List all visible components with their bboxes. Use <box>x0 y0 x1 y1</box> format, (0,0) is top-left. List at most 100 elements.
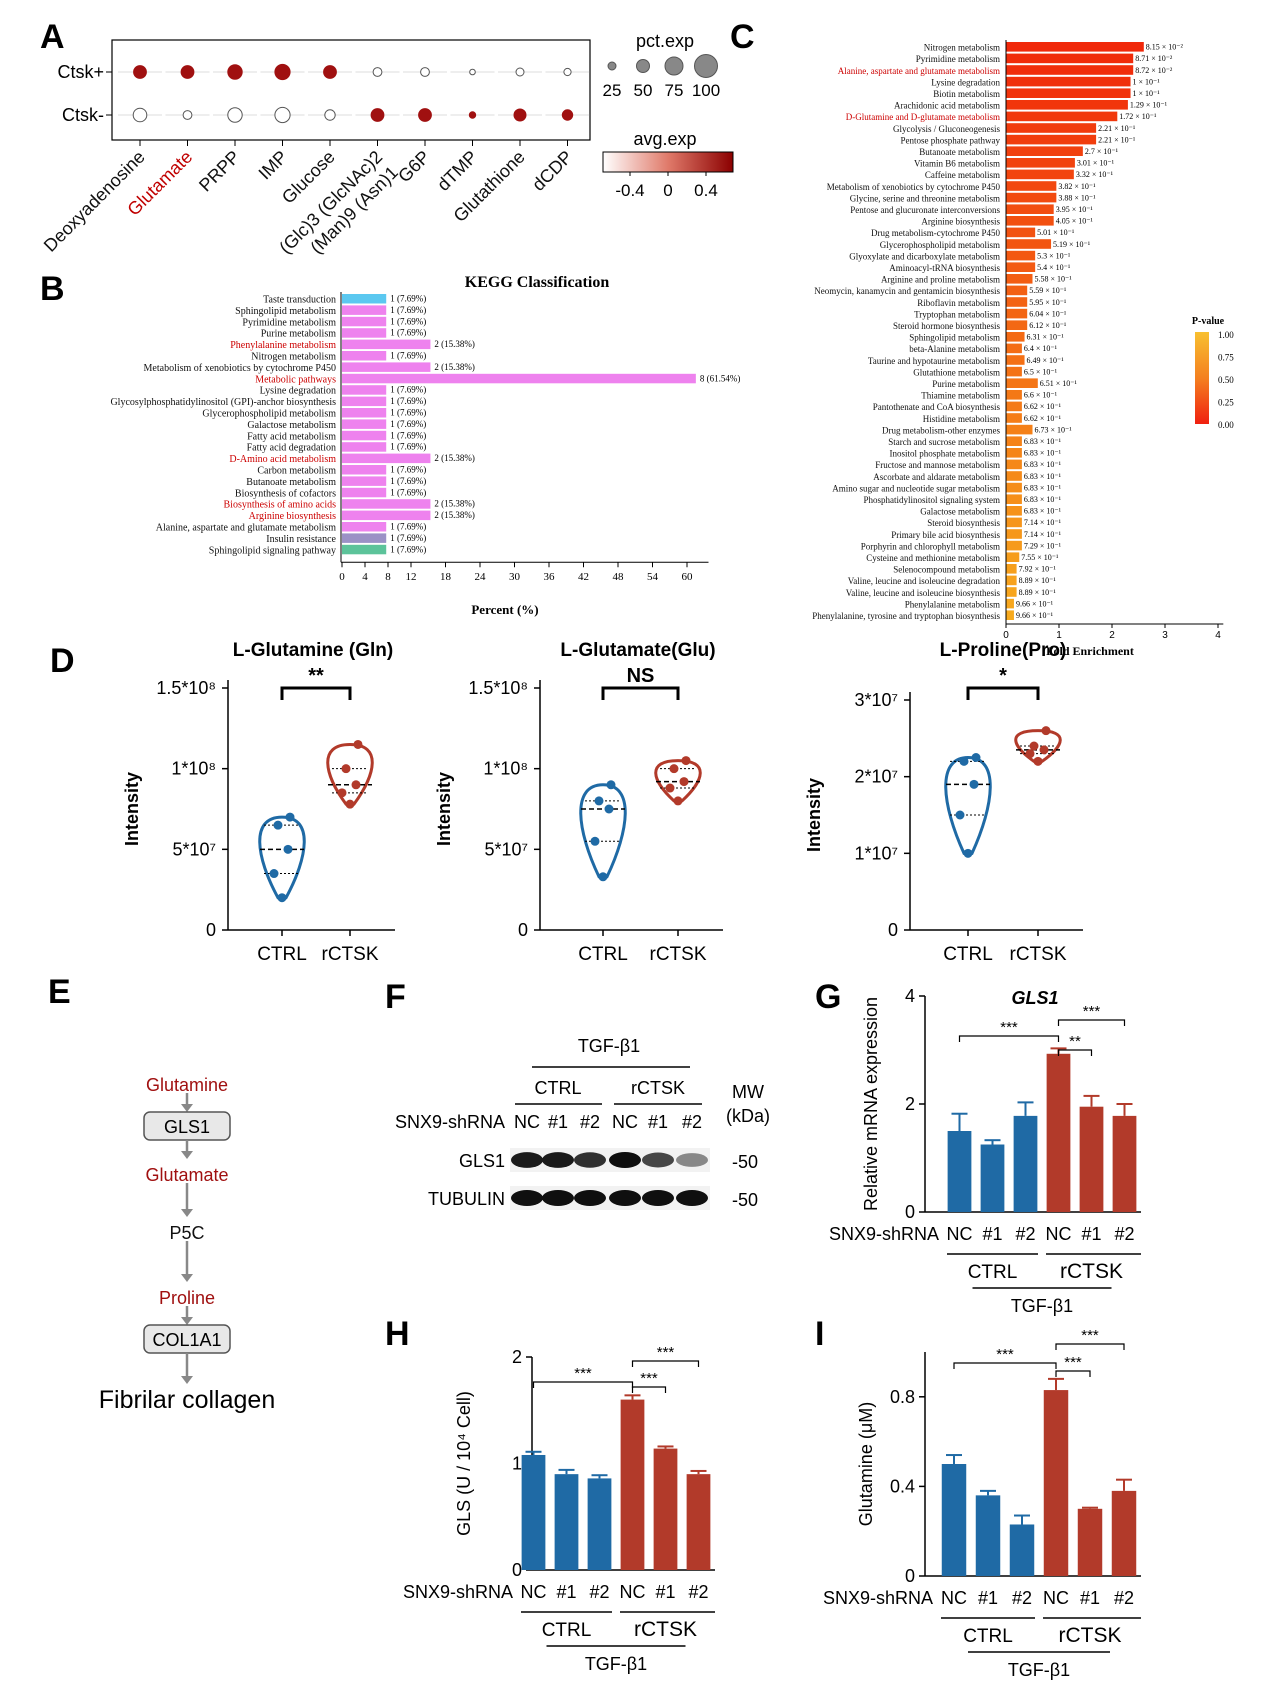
kegg-x-tick-label: 24 <box>475 571 487 583</box>
kegg-bar-label: Alanine, aspartate and glutamate metabol… <box>156 523 336 534</box>
violin-y-tick-label: 3*10⁷ <box>854 690 898 710</box>
kegg-bar-value: 2 (15.38%) <box>434 499 475 509</box>
kegg-bar-label: Pyrimidine metabolism <box>242 317 336 328</box>
dot <box>323 65 337 79</box>
dot <box>133 65 147 79</box>
panel-label-a: A <box>40 18 65 56</box>
pvalue-color-bar <box>1195 332 1209 424</box>
violin-point <box>351 780 361 790</box>
enrichment-pvalue: 6.49 × 10⁻¹ <box>1027 356 1065 365</box>
enrichment-bar <box>1006 366 1022 377</box>
significance-label: ** <box>308 665 324 687</box>
violin-point <box>273 820 283 830</box>
blot-band <box>574 1152 606 1168</box>
legend-color-title: avg.exp <box>633 129 696 149</box>
enrichment-x-tick-label: 4 <box>1215 630 1221 641</box>
kegg-bar-value: 1 (7.69%) <box>390 408 426 418</box>
significance-bracket <box>958 1035 1060 1042</box>
kegg-bar-label: D-Amino acid metabolism <box>229 454 336 465</box>
bar-group-label: rCTSK <box>1060 1260 1123 1283</box>
kegg-bar-value: 1 (7.69%) <box>390 430 426 440</box>
significance-label: *** <box>640 1370 658 1387</box>
bar-group-label: CTRL <box>963 1626 1013 1647</box>
enrichment-pvalue: 5.58 × 10⁻¹ <box>1035 275 1073 284</box>
pvalue-legend-tick: 1.00 <box>1218 330 1234 340</box>
violin-ylabel: Intensity <box>434 772 454 846</box>
size-legend-dot <box>636 59 650 73</box>
enrichment-pvalue: 7.29 × 10⁻¹ <box>1024 541 1062 550</box>
bar-lane-label: #1 <box>655 1582 675 1602</box>
enrichment-bar-label: Aminoacyl-tRNA biosynthesis <box>889 263 1000 273</box>
enrichment-pvalue: 6.83 × 10⁻¹ <box>1024 437 1062 446</box>
legend-size-title: pct.exp <box>636 31 694 51</box>
violin-point <box>337 788 347 798</box>
kegg-bar-value: 1 (7.69%) <box>390 533 426 543</box>
enrichment-bar <box>1006 76 1131 87</box>
significance-bracket <box>1055 1343 1125 1350</box>
col-label-line: IMP <box>255 147 292 184</box>
significance-label: *** <box>1064 1354 1082 1371</box>
bar <box>941 1464 967 1576</box>
violin-x-label: CTRL <box>257 944 307 965</box>
enrichment-bar <box>1006 610 1014 620</box>
violin-point <box>959 756 969 766</box>
violin-point <box>606 780 616 790</box>
enrichment-pvalue: 8.72 × 10⁻² <box>1135 66 1173 75</box>
bar-y-tick-label: 0 <box>905 1566 915 1586</box>
enrichment-bar-label: Drug metabolism-cytochrome P450 <box>871 228 1000 238</box>
blot-shrna-label: SNX9-shRNA <box>395 1112 505 1132</box>
enrichment-bar-label: Glyoxylate and dicarboxylate metabolism <box>849 251 1000 261</box>
blot-lane-label: NC <box>612 1112 638 1132</box>
enrichment-pvalue: 6.83 × 10⁻¹ <box>1024 495 1062 504</box>
violin-body <box>326 742 374 806</box>
enrichment-bar <box>1006 575 1017 586</box>
enrichment-bar <box>1006 332 1025 342</box>
significance-label: *** <box>657 1344 675 1361</box>
bar <box>587 1478 612 1570</box>
enrichment-pvalue: 6.5 × 10⁻¹ <box>1024 367 1058 376</box>
enrichment-bar-label: Sphingolipid metabolism <box>909 333 1000 343</box>
pvalue-legend-tick: 0.50 <box>1218 375 1234 385</box>
kegg-bar-label: Metabolic pathways <box>255 374 336 385</box>
enzyme-label: GLS1 <box>164 1117 210 1137</box>
kegg-bar <box>342 385 387 395</box>
bar-lane-label: NC <box>521 1582 547 1602</box>
panel-label-b: B <box>40 270 65 308</box>
enrichment-bar-label: Glutathione metabolism <box>913 367 1000 377</box>
kegg-x-tick-label: 4 <box>362 571 368 583</box>
pvalue-legend-title: P-value <box>1192 316 1225 327</box>
violin-point <box>283 844 293 854</box>
bar <box>1079 1106 1104 1212</box>
kegg-bar-value: 1 (7.69%) <box>390 328 426 338</box>
enrichment-bar <box>1006 308 1028 319</box>
enrichment-pvalue: 6.62 × 10⁻¹ <box>1024 402 1062 411</box>
bar-ylabel: Relative mRNA expression <box>861 997 881 1211</box>
enrichment-pvalue: 5.01 × 10⁻¹ <box>1037 228 1075 237</box>
violin-x-label: CTRL <box>943 944 993 965</box>
enrichment-pvalue: 6.83 × 10⁻¹ <box>1024 460 1062 469</box>
blot-lane-label: #1 <box>648 1112 668 1132</box>
violin-title: L-Proline(Pro) <box>940 640 1067 661</box>
enrichment-bar <box>1006 53 1134 64</box>
col-label: (Glc)3 (GlcNAc)2(Man)9 (Asn)1 <box>275 147 402 274</box>
bar-y-tick-label: 2 <box>512 1347 522 1367</box>
kegg-x-tick-label: 60 <box>682 571 694 583</box>
significance-label: *** <box>996 1346 1014 1363</box>
kegg-x-tick-label: 54 <box>647 571 659 583</box>
bar <box>975 1495 1001 1576</box>
bar-ylabel: GLS (U / 10⁴ Cell) <box>454 1391 474 1536</box>
enrichment-bar-label: Arachidonic acid metabolism <box>894 101 1000 111</box>
pvalue-legend-tick: 0.00 <box>1218 420 1234 430</box>
violin-y-tick-label: 5*10⁷ <box>484 839 528 859</box>
enrichment-pvalue: 6.31 × 10⁻¹ <box>1027 333 1065 342</box>
metabolite-label: Proline <box>159 1288 215 1308</box>
col-label-line: dCDP <box>528 147 576 195</box>
bar <box>1046 1053 1071 1212</box>
kegg-bar-value: 1 (7.69%) <box>390 305 426 315</box>
enrichment-pvalue: 2.21 × 10⁻¹ <box>1098 124 1136 133</box>
panel-e-pathway: Glutamine GLS1 Glutamate P5C Proline COL1A1 Fi… <box>99 1075 275 1414</box>
bar-y-tick-label: 0.4 <box>890 1476 915 1496</box>
violin-ylabel: Intensity <box>804 778 824 852</box>
bar <box>1009 1524 1035 1576</box>
kegg-title: KEGG Classification <box>465 274 610 291</box>
